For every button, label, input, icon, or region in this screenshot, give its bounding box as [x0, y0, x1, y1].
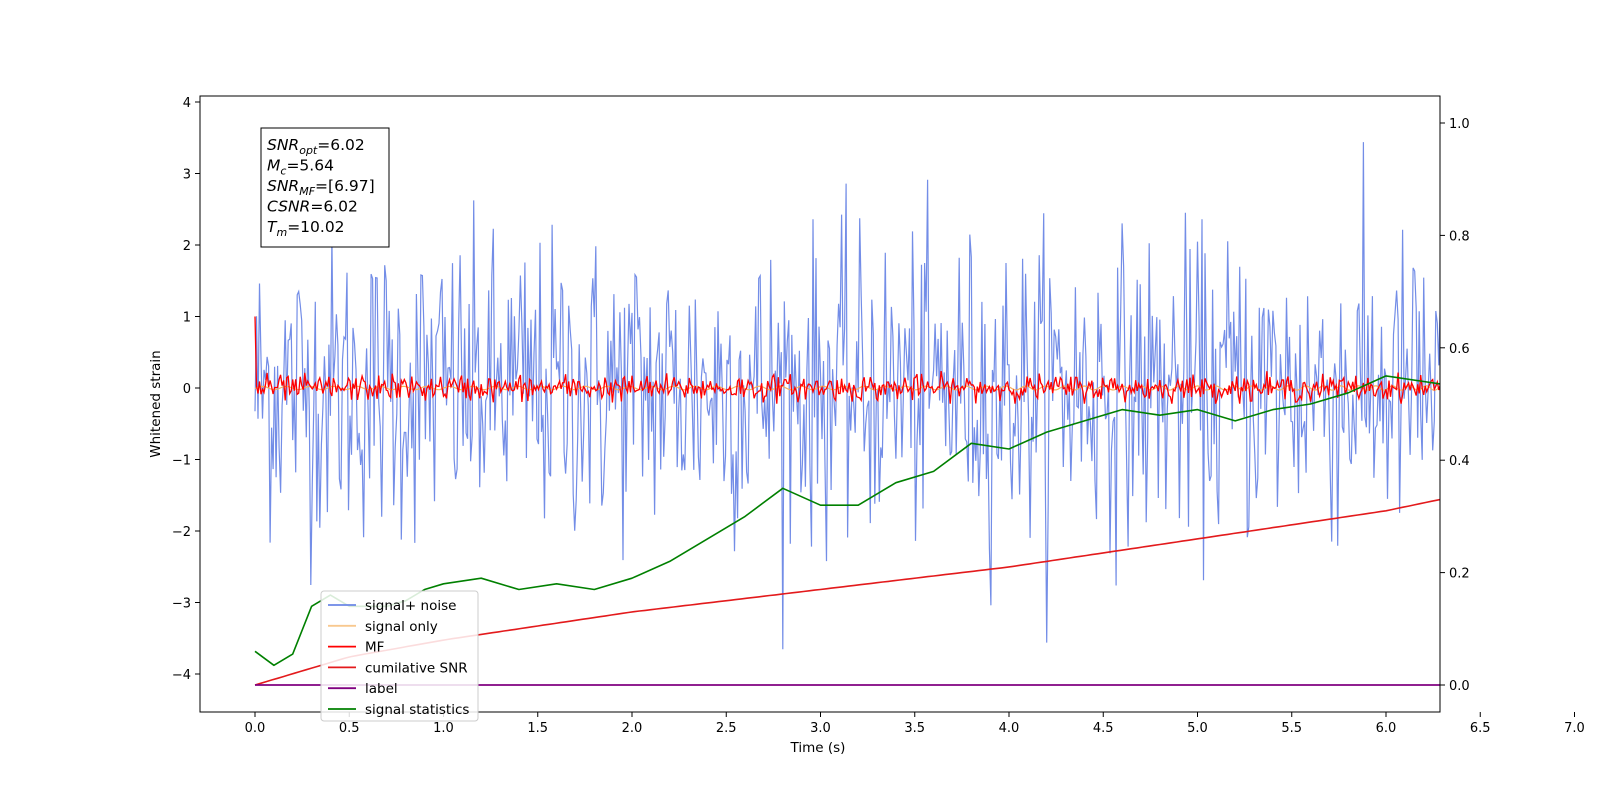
series-group: [254, 142, 1440, 686]
x-tick-label: 1.0: [433, 721, 454, 736]
y-left-tick-label: 2: [183, 239, 191, 254]
y-right-tick-label: 0.0: [1449, 679, 1470, 694]
y-left-tick-label: 1: [183, 311, 191, 326]
legend-label: cumilative SNR: [365, 660, 468, 676]
legend-label: signal only: [365, 619, 438, 635]
x-tick-label: 1.5: [527, 721, 548, 736]
legend-label: label: [365, 681, 398, 697]
x-tick-label: 7.0: [1564, 721, 1585, 736]
x-tick-label: 3.0: [810, 721, 831, 736]
x-tick-label: 5.0: [1187, 721, 1208, 736]
series-cumulative-snr: [254, 498, 1440, 686]
series-signal-statistics: [254, 375, 1440, 667]
axis-ticks: 0.0 0.5 1.0 1.5 2.0 2.5 3.0 3.5 4.0 4.5 5.0 5.5 6.0 6…: [172, 96, 1585, 736]
y-right-tick-label: 0.4: [1449, 454, 1470, 469]
y-left-tick-label: −4: [172, 668, 191, 683]
legend-label: signal+ noise: [365, 598, 456, 614]
y-left-tick-label: 4: [183, 96, 191, 111]
y-left-tick-label: 3: [183, 168, 191, 183]
annotation-line: SNRopt=6.02: [267, 136, 365, 157]
annotation-line: Tm=10.02: [267, 218, 345, 239]
x-tick-label: 5.5: [1281, 721, 1302, 736]
y-right-tick-label: 0.2: [1449, 567, 1470, 582]
x-tick-label: 0.0: [245, 721, 266, 736]
y-right-tick-label: 0.6: [1449, 342, 1470, 357]
series-mf: [254, 316, 1440, 404]
y-axis-label: Whitened strain: [148, 350, 164, 457]
annotation-line: CSNR=6.02: [267, 198, 358, 216]
x-tick-label: 4.0: [999, 721, 1020, 736]
y-left-tick-label: 0: [183, 382, 191, 397]
x-axis-label: Time (s): [790, 740, 846, 756]
y-left-tick-label: −2: [172, 525, 191, 540]
annotation-frame: [260, 127, 390, 248]
legend-label: MF: [365, 640, 384, 656]
y-left-tick-label: −1: [172, 454, 191, 469]
x-tick-label: 3.5: [904, 721, 925, 736]
y-right-tick-label: 1.0: [1449, 117, 1470, 132]
x-tick-label: 4.5: [1093, 721, 1114, 736]
annotation-line: Mc=5.64: [267, 157, 334, 178]
legend-label: signal statistics: [365, 702, 469, 718]
x-tick-label: 6.0: [1376, 721, 1397, 736]
y-right-tick-label: 0.8: [1449, 229, 1470, 244]
y-left-tick-label: −3: [172, 597, 191, 612]
x-tick-label: 2.0: [622, 721, 643, 736]
x-tick-label: 0.5: [339, 721, 360, 736]
plot-area: [254, 142, 1440, 686]
x-tick-label: 6.5: [1470, 721, 1491, 736]
legend: signal+ noise signal only MF cumilative SNR…: [320, 590, 479, 722]
legend-frame: [320, 590, 479, 722]
annotation-line: SNRMF=[6.97]: [267, 177, 375, 198]
x-tick-label: 2.5: [716, 721, 737, 736]
